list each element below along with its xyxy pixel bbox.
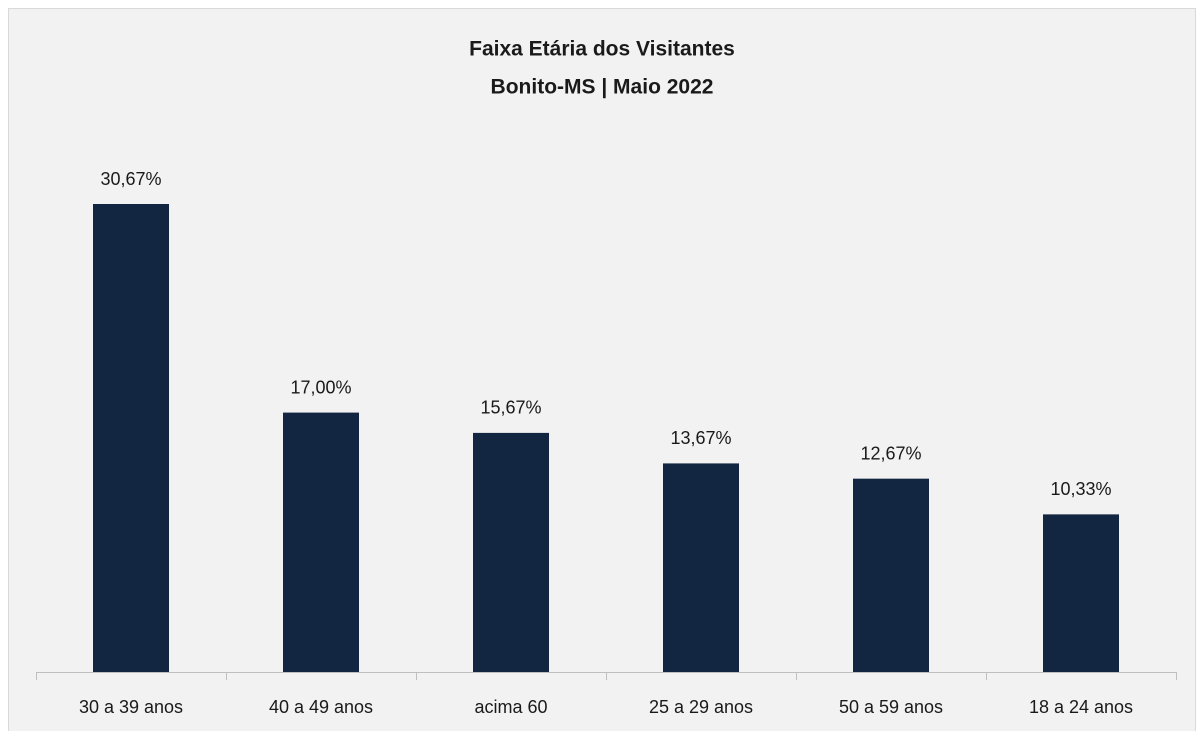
chart-area [8,8,1196,731]
x-tick-label: 50 a 59 anos [839,697,943,717]
bar [853,478,929,672]
chart-subtitle: Bonito-MS | Maio 2022 [491,76,714,99]
bar [93,204,169,672]
bar [1043,514,1119,672]
x-tick-label: 25 a 29 anos [649,697,753,717]
value-label: 12,67% [860,443,921,463]
x-tick-label: 40 a 49 anos [269,697,373,717]
bar [473,432,549,672]
value-label: 13,67% [670,428,731,448]
x-tick-label: 18 a 24 anos [1029,697,1133,717]
value-label: 30,67% [100,169,161,189]
value-label: 17,00% [290,377,351,397]
value-label: 15,67% [480,398,541,418]
bar [283,412,359,672]
x-tick-label: acima 60 [474,697,547,717]
x-tick-label: 30 a 39 anos [79,697,183,717]
chart-title: Faixa Etária dos Visitantes [469,38,735,61]
bar [663,463,739,672]
value-label: 10,33% [1050,479,1111,499]
